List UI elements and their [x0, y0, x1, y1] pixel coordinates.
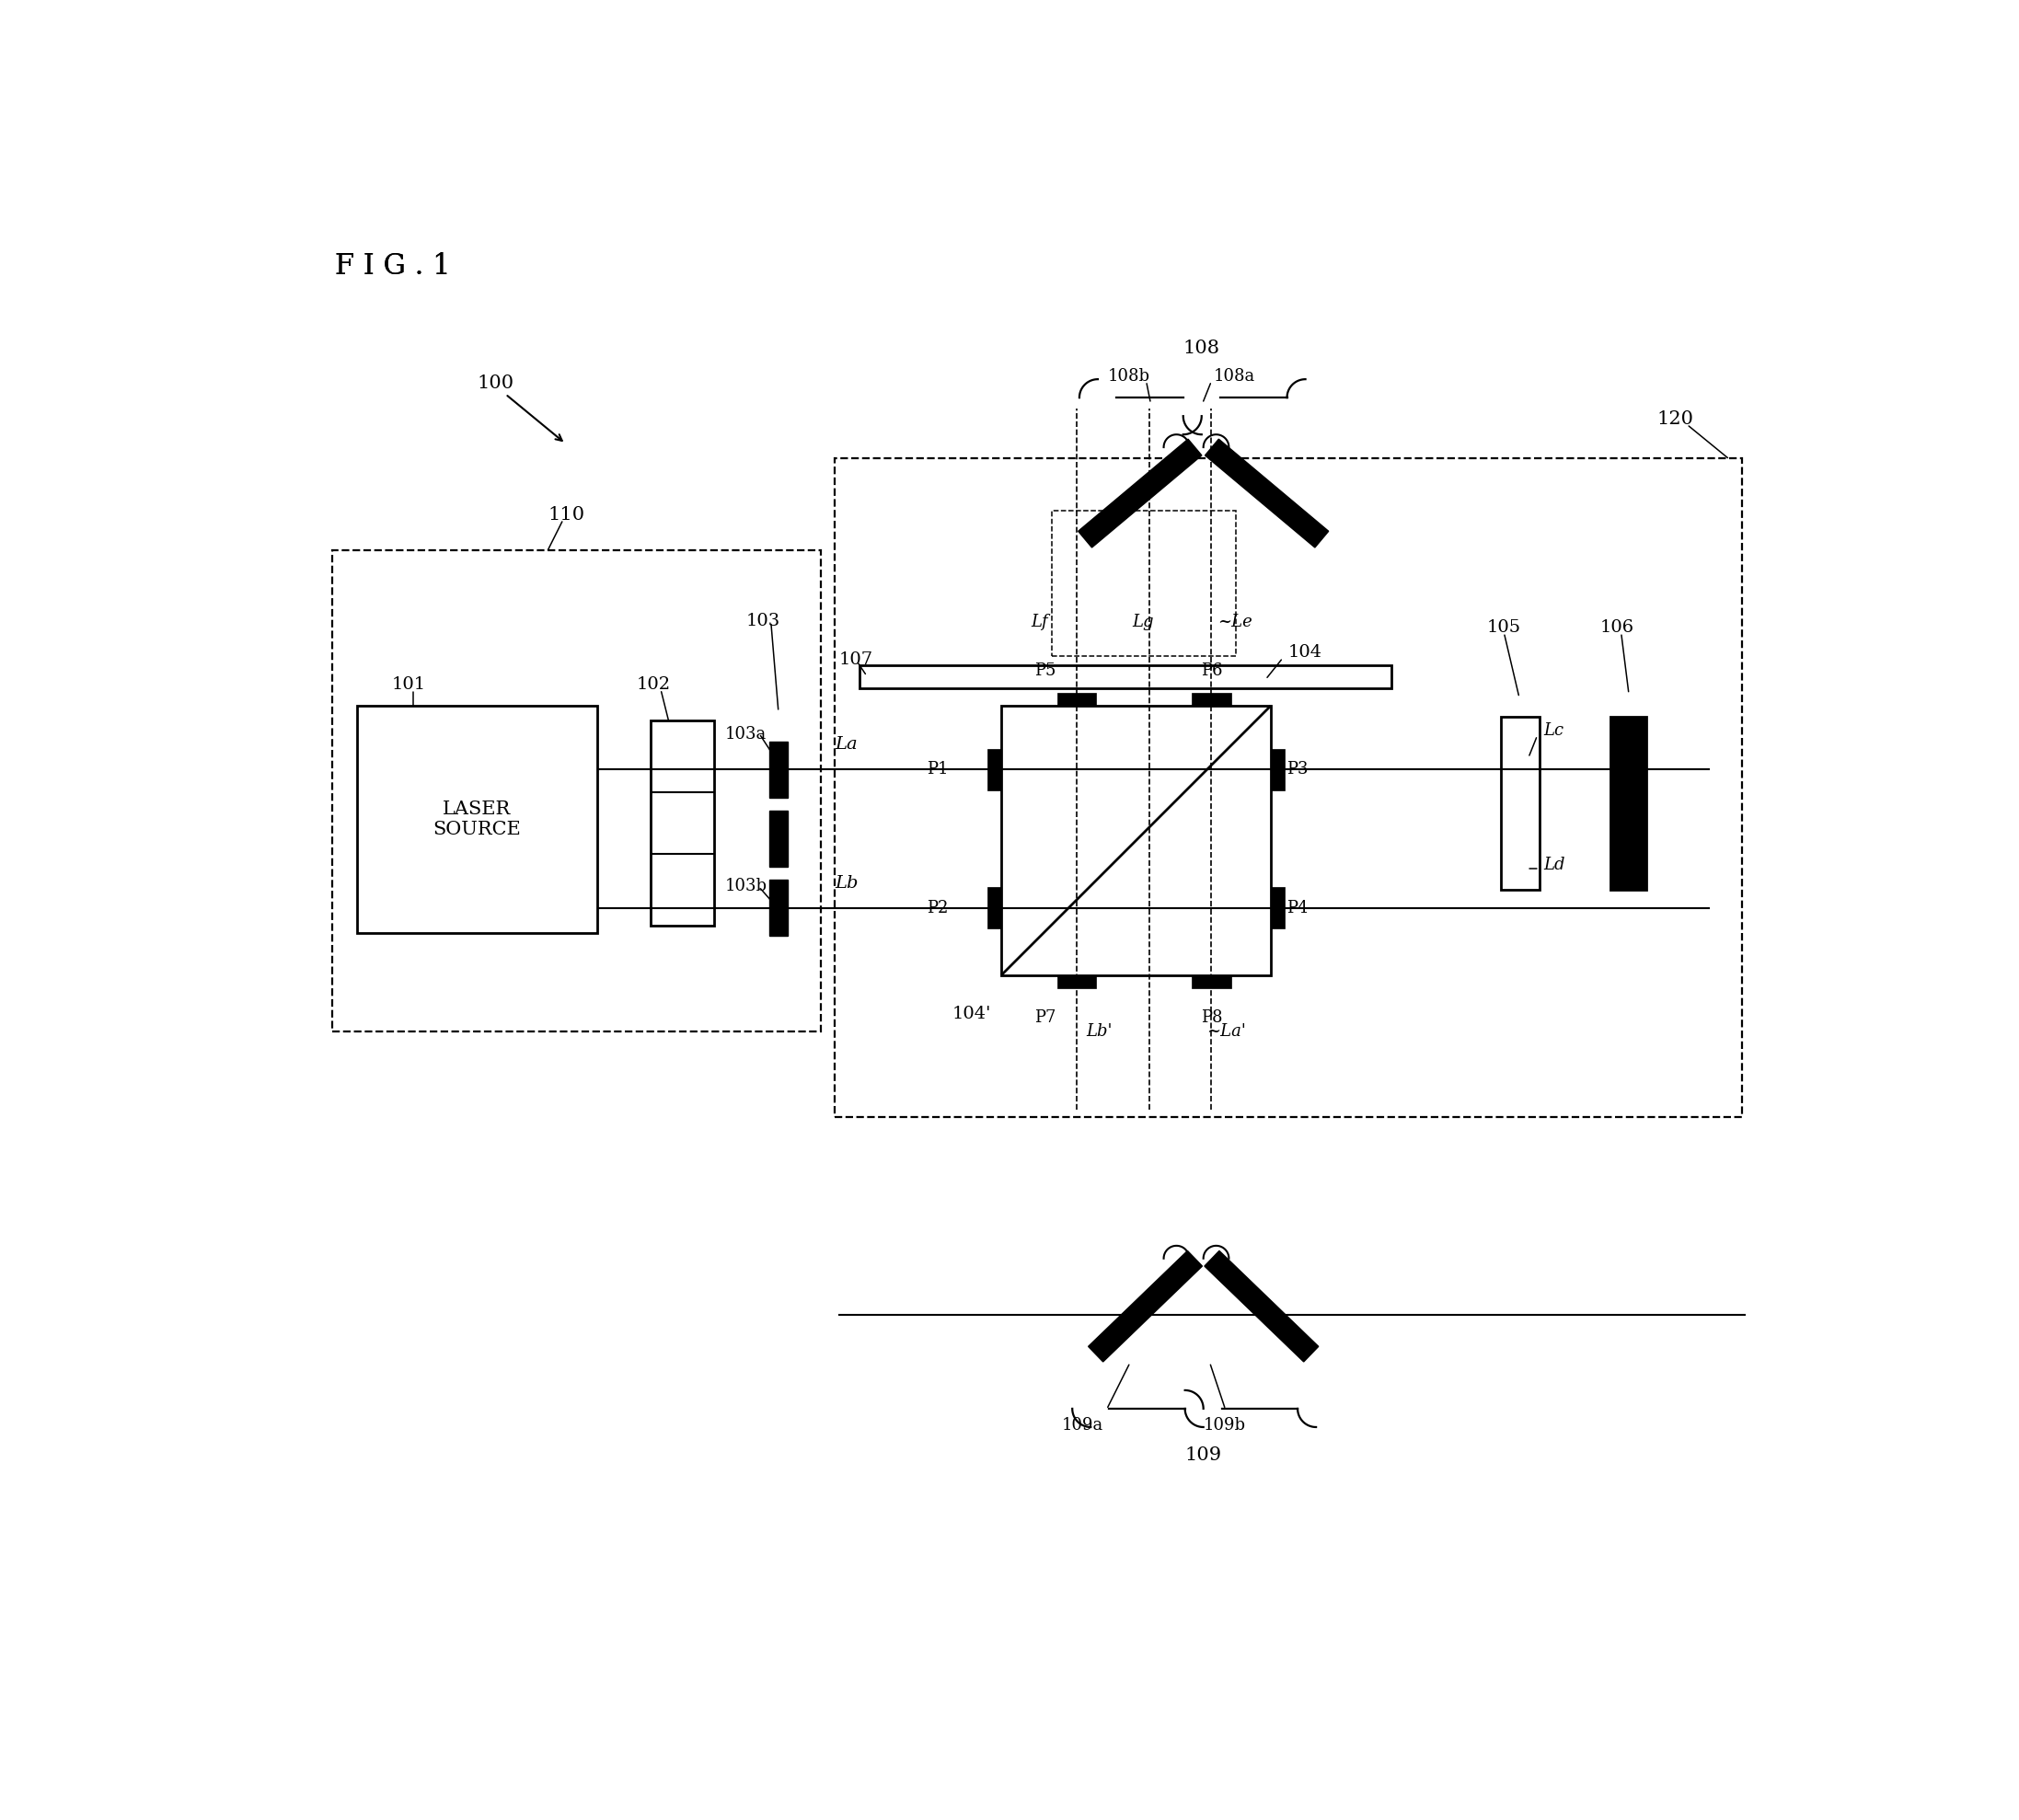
- Bar: [1611, 717, 1645, 890]
- Bar: [769, 741, 787, 797]
- Text: La: La: [836, 737, 858, 753]
- Bar: [769, 810, 787, 866]
- Text: 109a: 109a: [1062, 1416, 1102, 1432]
- Text: F I G . 1: F I G . 1: [335, 253, 450, 280]
- Text: P8: P8: [1201, 1010, 1221, 1026]
- Bar: [357, 706, 598, 932]
- Text: P2: P2: [927, 899, 949, 915]
- Text: P3: P3: [1286, 761, 1308, 777]
- Bar: [1500, 717, 1540, 890]
- Text: 109: 109: [1185, 1445, 1221, 1463]
- Bar: [836, 459, 1742, 1117]
- Text: F I G . 1: F I G . 1: [335, 253, 450, 280]
- Text: Lb': Lb': [1086, 1023, 1112, 1039]
- Text: ~La': ~La': [1207, 1023, 1246, 1039]
- Text: 103b: 103b: [725, 879, 767, 895]
- Text: P6: P6: [1201, 662, 1221, 679]
- Bar: [1058, 976, 1096, 988]
- Bar: [987, 750, 1001, 790]
- Text: 102: 102: [636, 677, 670, 693]
- Text: Lc: Lc: [1543, 723, 1565, 739]
- Polygon shape: [1078, 439, 1201, 548]
- Text: 106: 106: [1601, 619, 1633, 637]
- Text: 110: 110: [547, 506, 586, 524]
- Polygon shape: [1088, 1250, 1201, 1361]
- Text: 108: 108: [1183, 339, 1219, 357]
- Bar: [1058, 693, 1096, 706]
- Bar: [769, 879, 787, 935]
- Text: Ld: Ld: [1543, 857, 1565, 874]
- Text: 120: 120: [1658, 410, 1694, 428]
- Bar: [860, 666, 1391, 688]
- Bar: [1270, 886, 1284, 928]
- Text: 108b: 108b: [1108, 368, 1151, 384]
- Text: P1: P1: [927, 761, 949, 777]
- Text: P5: P5: [1034, 662, 1056, 679]
- Text: P4: P4: [1286, 899, 1308, 915]
- Bar: [650, 721, 715, 926]
- Bar: [987, 886, 1001, 928]
- Text: 105: 105: [1486, 619, 1520, 637]
- Text: Lg: Lg: [1133, 613, 1153, 630]
- Text: 103: 103: [747, 613, 781, 630]
- Text: 100: 100: [476, 375, 515, 393]
- Polygon shape: [1205, 1250, 1318, 1361]
- Text: 109b: 109b: [1203, 1416, 1246, 1432]
- Text: 107: 107: [838, 652, 872, 668]
- Text: ~Le: ~Le: [1217, 613, 1252, 630]
- Bar: [1191, 693, 1232, 706]
- Text: Lb: Lb: [836, 875, 858, 892]
- Text: Lf: Lf: [1032, 613, 1048, 630]
- Bar: [1270, 750, 1284, 790]
- Text: 104: 104: [1288, 644, 1322, 661]
- Text: 101: 101: [392, 677, 426, 693]
- Text: P7: P7: [1034, 1010, 1056, 1026]
- Bar: [1191, 976, 1232, 988]
- Bar: [1052, 511, 1236, 657]
- Bar: [331, 550, 822, 1032]
- Polygon shape: [1205, 439, 1329, 548]
- Bar: [1001, 706, 1270, 976]
- Text: 104': 104': [951, 1006, 991, 1023]
- Text: 108a: 108a: [1213, 368, 1256, 384]
- Text: 103a: 103a: [725, 726, 767, 743]
- Text: LASER
SOURCE: LASER SOURCE: [432, 801, 521, 837]
